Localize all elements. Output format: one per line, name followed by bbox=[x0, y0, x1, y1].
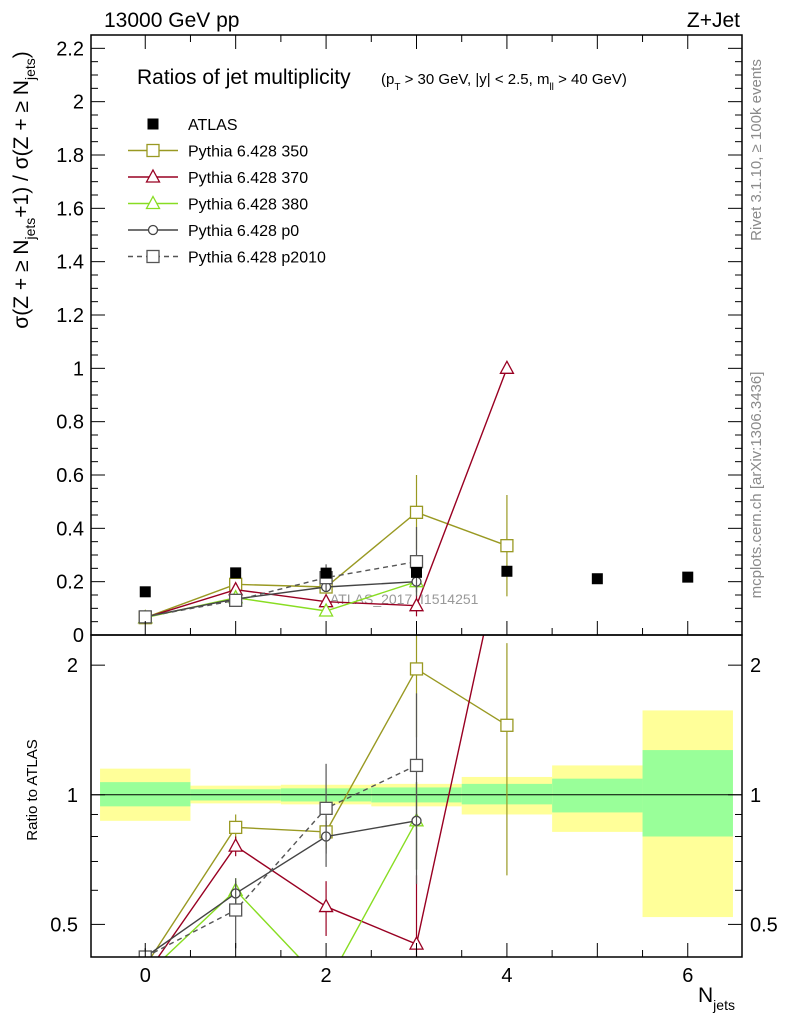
point-pythia-6-428-370-3 bbox=[408, 597, 425, 612]
y-tick-label-ratio-right: 2 bbox=[750, 655, 761, 677]
ratio-point-pythia-6-428-p2010-2 bbox=[319, 801, 333, 815]
y-tick-label-ratio-right: 1 bbox=[750, 785, 761, 807]
x-tick-label: 4 bbox=[501, 965, 512, 987]
legend: ATLAS Pythia 6.428 350 Pythia 6.428 370 Pyt… bbox=[128, 117, 326, 267]
ratio-point-pythia-6-428-350-3 bbox=[409, 662, 424, 676]
ratio-point-pythia-6-428-370-1 bbox=[228, 837, 244, 852]
atlas-point-0 bbox=[139, 586, 151, 598]
atlas-point-5 bbox=[591, 573, 603, 585]
x-axis-label: Njets bbox=[698, 984, 735, 1013]
x-tick-label: 6 bbox=[682, 965, 693, 987]
y-tick-label-main: 1 bbox=[73, 358, 84, 380]
mcplots-label: mcplots.cern.ch [arXiv:1306.3436] bbox=[748, 372, 765, 599]
ratio-band-inner-5 bbox=[552, 778, 643, 813]
y-axis-label-main: σ(Z + ≥ Njets+1) / σ(Z + ≥ Njets) bbox=[10, 51, 38, 329]
legend-label-pythia-6-428-350: Pythia 6.428 350 bbox=[188, 144, 308, 161]
legend-marker-pythia-6-428-370 bbox=[145, 168, 161, 183]
y-axis-label-ratio: Ratio to ATLAS bbox=[24, 739, 41, 840]
ratio-line-pythia-6-428-380 bbox=[164, 820, 418, 957]
ratio-band-inner-0 bbox=[100, 782, 191, 807]
atlas-point-4 bbox=[501, 565, 513, 577]
y-tick-label-main: 1.2 bbox=[56, 305, 84, 327]
point-pythia-6-428-370-4 bbox=[499, 359, 515, 374]
x-tick-label: 2 bbox=[321, 965, 332, 987]
y-tick-label-main: 0 bbox=[73, 625, 84, 647]
point-pythia-6-428-350-3 bbox=[409, 505, 424, 519]
y-tick-label-ratio: 2 bbox=[67, 655, 78, 677]
legend-label-pythia-6-428-p0: Pythia 6.428 p0 bbox=[188, 223, 299, 240]
legend-marker-pythia-6-428-380 bbox=[145, 195, 161, 210]
main-plot bbox=[137, 359, 694, 625]
chart-title: Ratios of jet multiplicity bbox=[137, 66, 351, 89]
atlas-point-1 bbox=[230, 567, 242, 579]
ratio-point-pythia-6-428-350-1 bbox=[229, 820, 243, 835]
ratio-point-pythia-6-428-370-2 bbox=[318, 898, 334, 913]
y-tick-label-main: 2.2 bbox=[56, 38, 84, 60]
ratio-point-pythia-6-428-350-4 bbox=[500, 718, 514, 732]
legend-label-pythia-6-428-370: Pythia 6.428 370 bbox=[188, 170, 308, 187]
ratio-band-inner-6 bbox=[642, 750, 733, 837]
legend-label-pythia-6-428-380: Pythia 6.428 380 bbox=[188, 197, 308, 214]
header-right: Z+Jet bbox=[687, 9, 740, 32]
x-tick-label: 0 bbox=[140, 965, 151, 987]
y-tick-label-main: 0.4 bbox=[56, 518, 84, 540]
legend-marker-pythia-6-428-350 bbox=[146, 143, 160, 158]
ratio-point-pythia-6-428-p2010-3 bbox=[409, 758, 424, 773]
y-tick-label-main: 0.6 bbox=[56, 465, 84, 487]
chart-title-cuts: (pT > 30 GeV, |y| < 2.5, mll > 40 GeV) bbox=[381, 71, 627, 93]
ratio-point-pythia-6-428-p2010-1 bbox=[229, 903, 243, 917]
y-tick-label-ratio: 0.5 bbox=[50, 914, 78, 936]
atlas-point-3 bbox=[411, 566, 422, 578]
y-tick-label-main: 0.8 bbox=[56, 412, 84, 434]
legend-label-pythia-6-428-p2010: Pythia 6.428 p2010 bbox=[188, 250, 326, 267]
y-tick-label-main: 1.4 bbox=[56, 252, 84, 274]
legend-label-atlas: ATLAS bbox=[188, 117, 238, 134]
y-tick-label-ratio-right: 0.5 bbox=[750, 914, 778, 936]
point-pythia-6-428-p2010-3 bbox=[409, 555, 424, 569]
rivet-label: Rivet 3.1.10, ≥ 100k events bbox=[748, 59, 765, 241]
legend-marker-pythia-6-428-p2010 bbox=[146, 249, 160, 264]
y-tick-label-ratio: 1 bbox=[67, 785, 78, 807]
y-tick-label-main: 2 bbox=[73, 92, 84, 114]
point-pythia-6-428-380-2 bbox=[318, 602, 334, 617]
y-tick-label-main: 0.2 bbox=[56, 572, 84, 594]
atlas-point-6 bbox=[682, 571, 694, 583]
legend-marker-atlas bbox=[147, 118, 159, 130]
ratio-plot bbox=[138, 635, 514, 957]
point-pythia-6-428-p2010-1 bbox=[229, 593, 243, 607]
y-tick-label-main: 1.6 bbox=[56, 198, 84, 220]
series-line-pythia-6-428-p2010 bbox=[145, 560, 417, 618]
y-tick-label-main: 1.8 bbox=[56, 145, 84, 167]
point-pythia-6-428-350-4 bbox=[500, 539, 514, 553]
axis-ticks: 0 2 4 6 0 0.2 0.4 0.6 0.8 1 1.2 1.4 1.6 1.8 2 2.2 0.5 0.5… bbox=[50, 35, 778, 987]
ratio-line-pythia-6-428-p0 bbox=[144, 820, 417, 957]
header-left: 13000 GeV pp bbox=[104, 9, 239, 32]
atlas-point-2 bbox=[320, 567, 332, 579]
legend-marker-pythia-6-428-p0 bbox=[147, 224, 159, 236]
